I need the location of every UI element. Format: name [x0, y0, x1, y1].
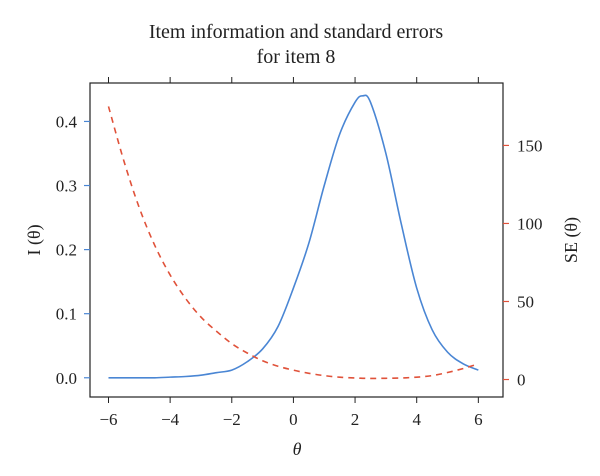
information-curve	[108, 94, 479, 379]
right-y-tick-label: 0	[517, 371, 526, 390]
right-y-tick-label: 100	[517, 214, 543, 233]
x-tick-label: 4	[412, 410, 421, 429]
left-y-axis-label: I (θ)	[24, 224, 45, 255]
right-y-axis-label: SE (θ)	[561, 217, 582, 263]
right-y-axis: 0 50 100 150	[503, 136, 543, 390]
plot-frame	[89, 82, 504, 398]
x-tick-label: 0	[289, 410, 298, 429]
right-y-tick-label: 150	[517, 136, 543, 155]
chart-subtitle: for item 8	[257, 46, 336, 68]
left-y-tick-label: 0.3	[56, 177, 77, 196]
left-y-tick-label: 0.4	[56, 112, 78, 131]
x-axis: −6 −4 −2 0 2 4 6	[99, 77, 483, 429]
x-tick-label: −2	[223, 410, 241, 429]
x-tick-label: −4	[161, 410, 180, 429]
left-y-tick-label: 0.2	[56, 241, 77, 260]
x-tick-label: 6	[474, 410, 483, 429]
x-tick-label: −6	[99, 410, 117, 429]
left-y-tick-label: 0.1	[56, 305, 77, 324]
left-y-tick-label: 0.0	[56, 369, 77, 388]
x-axis-label: θ	[293, 439, 302, 459]
x-tick-label: 2	[351, 410, 360, 429]
left-y-axis: 0.0 0.1 0.2 0.3 0.4	[56, 112, 90, 388]
series-lines	[107, 94, 479, 380]
right-y-tick-label: 50	[517, 292, 534, 311]
chart-title: Item information and standard errors	[149, 21, 444, 43]
standard-error-curve	[107, 106, 479, 380]
